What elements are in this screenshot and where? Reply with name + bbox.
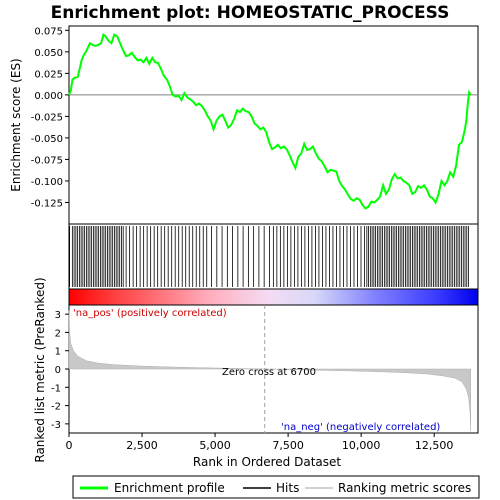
hit-lines — [69, 226, 469, 287]
x-axis-ticks: 0 2,500 5,000 7,500 10,000 12,500 — [66, 433, 454, 452]
metric-y-tick-label: 1 — [55, 347, 61, 358]
x-tick-label: 5,000 — [199, 439, 231, 452]
x-tick-label: 10,000 — [342, 439, 381, 452]
es-y-ticks: 0.075 0.050 0.025 0.000 -0.025 -0.050 -0.075 -0… — [31, 26, 69, 209]
es-panel: 0.075 0.050 0.025 0.000 -0.025 -0.050 -0.075 -0… — [9, 25, 479, 225]
x-tick-label: 7,500 — [272, 439, 304, 452]
es-y-tick-label: -0.025 — [31, 112, 63, 123]
x-axis-label: Rank in Ordered Dataset — [193, 455, 341, 469]
x-tick-label: 12,500 — [415, 439, 454, 452]
hits-panel — [68, 223, 479, 290]
metric-y-tick-label: -1 — [51, 383, 61, 394]
pos-label: 'na_pos' (positively correlated) — [73, 308, 227, 319]
legend-metric-label: Ranking metric scores — [338, 481, 471, 495]
es-y-tick-label: -0.050 — [31, 134, 63, 145]
rank-color-bar — [68, 288, 479, 306]
es-y-tick-label: 0.075 — [34, 26, 63, 37]
legend-box — [72, 475, 480, 499]
legend: Enrichment profile Hits Ranking metric s… — [72, 475, 480, 499]
metric-y-ticks: 3 2 1 0 -1 -2 -3 — [51, 310, 69, 431]
x-tick-label: 0 — [66, 439, 73, 452]
zero-cross-label: Zero cross at 6700 — [222, 367, 316, 378]
enrichment-profile-line — [68, 32, 472, 210]
metric-y-tick-label: 2 — [55, 328, 61, 339]
legend-enrichment-label: Enrichment profile — [114, 481, 225, 495]
chart-title: Enrichment plot: HOMEOSTATIC_PROCESS — [51, 3, 450, 23]
es-y-axis-label: Enrichment score (ES) — [9, 58, 23, 191]
es-y-tick-label: -0.125 — [31, 198, 63, 209]
es-panel-frame — [68, 25, 479, 225]
metric-y-axis-label: Ranked list metric (PreRanked) — [33, 277, 47, 462]
es-y-tick-label: -0.100 — [31, 177, 63, 188]
es-y-tick-label: -0.075 — [31, 155, 63, 166]
es-y-tick-label: 0.000 — [34, 91, 63, 102]
es-y-tick-label: 0.025 — [34, 69, 63, 80]
metric-y-tick-label: 3 — [55, 310, 61, 321]
metric-y-tick-label: -2 — [51, 402, 61, 413]
metric-y-tick-label: -3 — [51, 420, 61, 431]
ranking-metric-area — [68, 310, 471, 432]
neg-label: 'na_neg' (negatively correlated) — [281, 422, 440, 433]
x-tick-label: 2,500 — [126, 439, 158, 452]
es-y-tick-label: 0.050 — [34, 48, 63, 59]
legend-hits-label: Hits — [276, 481, 299, 495]
metric-panel: 3 2 1 0 -1 -2 -3 'na_pos' (positively correlat… — [33, 277, 479, 463]
metric-y-tick-label: 0 — [55, 365, 61, 376]
